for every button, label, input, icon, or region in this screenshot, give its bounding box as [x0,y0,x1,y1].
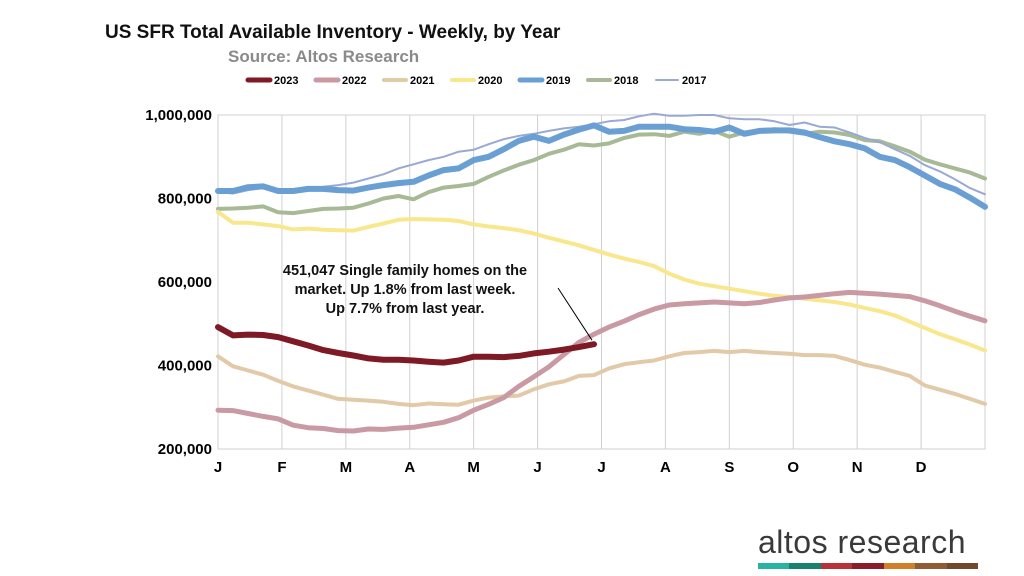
logo-bar-segment [915,563,947,569]
annotation-line: Up 7.7% from last year. [325,301,485,317]
chart-grid [217,114,986,450]
legend-label-2018: 2018 [614,75,638,87]
y-tick-label: 800,000 [158,191,212,208]
x-tick-label: N [852,459,863,476]
legend-label-2023: 2023 [274,75,298,87]
x-tick-label: J [597,459,605,476]
logo-color-bar [758,563,978,569]
x-tick-label: S [724,459,734,476]
legend-label-2021: 2021 [410,75,434,87]
annotation-line: market. Up 1.8% from last week. [294,282,516,298]
x-tick-label: O [787,459,799,476]
series-line-2018 [216,127,987,216]
chart-title: US SFR Total Available Inventory - Weekl… [105,22,561,43]
series-line-2023 [215,324,597,366]
y-tick-label: 200,000 [158,441,212,458]
x-tick-label: J [533,459,541,476]
logo-bar-segment [758,563,790,569]
legend-label-2017: 2017 [682,75,706,87]
logo-bar-segment [820,563,853,569]
logo-bar-segment [946,563,978,569]
annotation-leader-line [557,287,593,341]
legend-label-2022: 2022 [342,75,366,87]
series-line-2017 [217,112,986,196]
x-tick-label: M [467,459,480,476]
y-axis: 1,000,000 800,000 600,000 400,000 200,000 [145,107,212,458]
chart-legend: 2023 2022 2021 2020 2019 2018 2017 [245,75,706,87]
series-line-2021 [216,348,987,408]
logo-bar-segment [883,563,916,569]
altos-research-logo: altos research [758,524,978,569]
x-tick-label: A [404,459,415,476]
x-tick-label: M [340,459,353,476]
series-line-2022 [215,289,988,434]
legend-label-2020: 2020 [478,75,502,87]
x-tick-label: A [660,459,671,476]
legend-label-2019: 2019 [546,75,570,87]
chart-subtitle: Source: Altos Research [228,47,420,66]
annotation-line: 451,047 Single family homes on the [282,263,528,279]
series-line-2020 [216,209,987,353]
y-tick-label: 1,000,000 [145,107,212,124]
x-tick-label: F [277,459,286,476]
x-tick-label: D [916,459,927,476]
series-line-2019 [215,122,988,210]
logo-bar-segment [852,563,884,569]
x-tick-label: J [214,459,222,476]
chart-series [215,112,988,434]
logo-wordmark: altos research [758,524,966,560]
y-tick-label: 600,000 [158,274,212,291]
y-tick-label: 400,000 [158,358,212,375]
chart-annotation: 451,047 Single family homes on the marke… [255,262,555,319]
logo-bar-segment [789,563,821,569]
